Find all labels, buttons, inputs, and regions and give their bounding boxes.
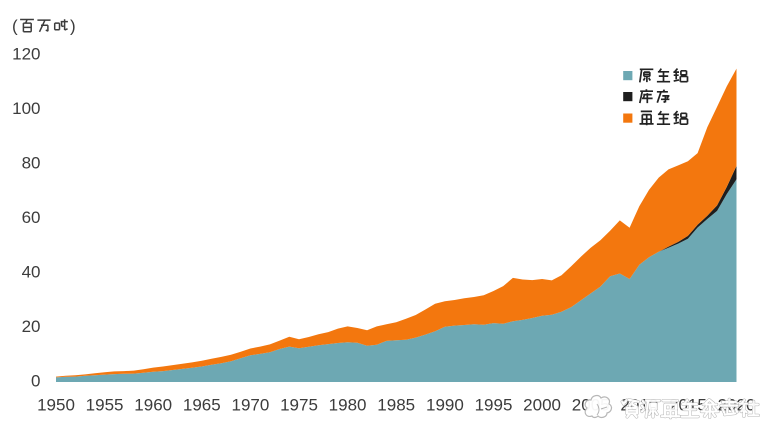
- svg-text:1990: 1990: [426, 396, 464, 415]
- svg-text:): ): [70, 17, 76, 36]
- svg-text:(: (: [12, 17, 18, 36]
- svg-text:1970: 1970: [231, 396, 269, 415]
- svg-text:1985: 1985: [377, 396, 415, 415]
- svg-text:100: 100: [12, 99, 40, 118]
- svg-text:20: 20: [22, 317, 41, 336]
- svg-text:120: 120: [12, 44, 40, 63]
- svg-text:60: 60: [22, 208, 41, 227]
- svg-text:1955: 1955: [86, 396, 124, 415]
- svg-text:1950: 1950: [37, 396, 75, 415]
- svg-text:2000: 2000: [523, 396, 561, 415]
- svg-text:1975: 1975: [280, 396, 318, 415]
- svg-text:1995: 1995: [475, 396, 513, 415]
- svg-text:0: 0: [31, 371, 40, 390]
- svg-text:1960: 1960: [134, 396, 172, 415]
- svg-text:80: 80: [22, 153, 41, 172]
- svg-text:1980: 1980: [329, 396, 367, 415]
- svg-text:1965: 1965: [183, 396, 221, 415]
- svg-text:40: 40: [22, 262, 41, 281]
